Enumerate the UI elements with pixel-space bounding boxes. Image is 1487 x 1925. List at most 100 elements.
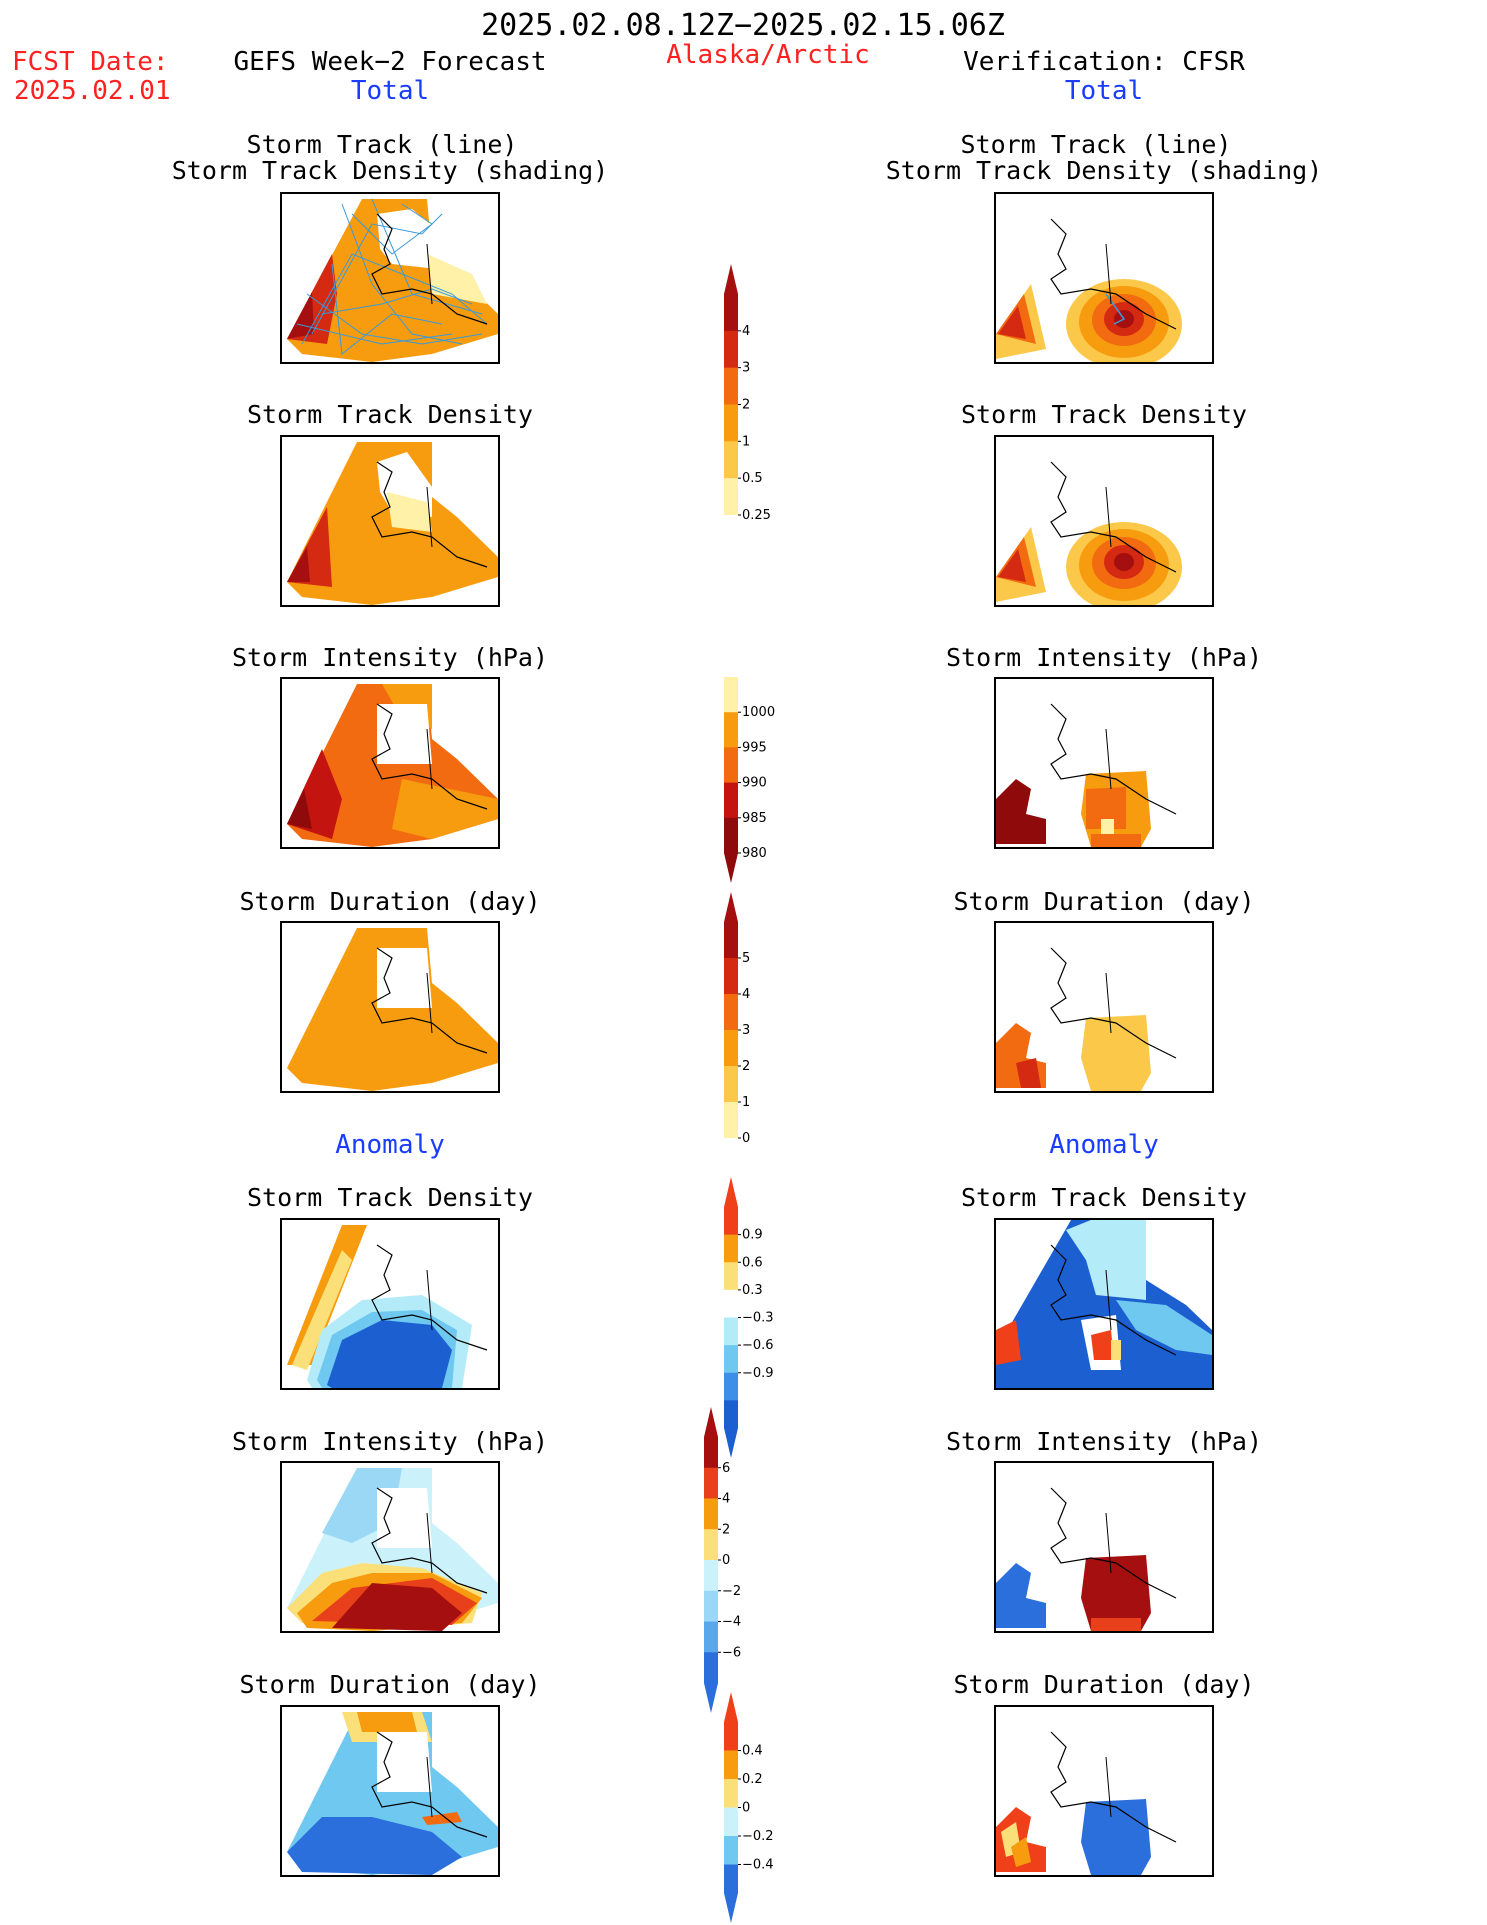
density-tick-label: 3 bbox=[742, 361, 750, 376]
density_anom-tick-label: 0.6 bbox=[742, 1255, 763, 1270]
density_anom-swatch bbox=[724, 1207, 738, 1236]
duration_anom-swatch bbox=[724, 1779, 738, 1808]
density_anom-tick-label: 0.9 bbox=[742, 1228, 763, 1243]
density-swatch bbox=[724, 478, 738, 516]
intensity-swatch bbox=[724, 677, 738, 713]
panel-title-intensity-right: Storm Intensity (hPa) bbox=[945, 643, 1263, 672]
intensity_anom-tick-label: 6 bbox=[722, 1461, 730, 1476]
density-swatch bbox=[724, 330, 738, 369]
intensity_anom-swatch bbox=[704, 1437, 718, 1469]
duration-tick-label: 0 bbox=[742, 1131, 750, 1146]
duration_anom-swatch bbox=[724, 1750, 738, 1780]
intensity_anom-swatch bbox=[704, 1652, 718, 1684]
intensity-tick-label: 995 bbox=[742, 740, 767, 755]
density_anom-top-cap bbox=[724, 1177, 738, 1207]
duration_anom-swatch bbox=[724, 1807, 738, 1837]
duration_anom-swatch bbox=[724, 1864, 738, 1894]
density_anom-tick-label: −0.3 bbox=[742, 1311, 774, 1326]
duration-swatch bbox=[724, 1102, 738, 1139]
density_anom-swatch bbox=[724, 1234, 738, 1263]
density-top-cap bbox=[724, 264, 738, 294]
intensity_anom-swatch bbox=[704, 1560, 718, 1592]
colorbar-density: 4 3 2 1 0.5 0.25 bbox=[724, 264, 771, 545]
duration_anom-top-cap bbox=[724, 1692, 738, 1722]
colorbar-duration-anomaly: 0.4 0.2 0 −0.2 −0.4 bbox=[724, 1692, 774, 1923]
colorbar-duration: 5 4 3 2 1 0 bbox=[724, 892, 750, 1168]
map-duration-anomaly-right bbox=[994, 1705, 1214, 1877]
panel-title-intensity-anom-left: Storm Intensity (hPa) bbox=[231, 1427, 549, 1456]
density_anom-swatch bbox=[724, 1289, 738, 1318]
map-density-anomaly-left bbox=[280, 1218, 500, 1390]
map-intensity-anomaly-left bbox=[280, 1461, 500, 1633]
anomaly-label-right: Anomaly bbox=[1049, 1130, 1159, 1160]
map-intensity-anomaly-right bbox=[994, 1461, 1214, 1633]
duration-swatch bbox=[724, 1066, 738, 1103]
intensity_anom-tick-label: 4 bbox=[722, 1492, 730, 1507]
panel-title-duration-anom-left: Storm Duration (day) bbox=[239, 1670, 541, 1699]
panel-title-track-shading-left: Storm Track Density (shading) bbox=[171, 156, 609, 185]
map-density-anomaly-right bbox=[994, 1218, 1214, 1390]
density-tick-label: 2 bbox=[742, 398, 750, 413]
duration_anom-swatch bbox=[724, 1836, 738, 1865]
duration-tick-label: 2 bbox=[742, 1059, 750, 1074]
panel-title-duration-right: Storm Duration (day) bbox=[953, 887, 1255, 916]
intensity-bottom-cap bbox=[724, 853, 738, 883]
duration-tick-label: 3 bbox=[742, 1023, 750, 1038]
duration-bottom-cap bbox=[724, 1138, 738, 1168]
intensity-swatch bbox=[724, 712, 738, 748]
intensity_anom-tick-label: −6 bbox=[722, 1645, 741, 1660]
map-intensity-right bbox=[994, 677, 1214, 849]
duration_anom-tick-label: 0.4 bbox=[742, 1744, 763, 1759]
panel-title-track-shading-right: Storm Track Density (shading) bbox=[885, 156, 1323, 185]
intensity-tick-label: 1000 bbox=[742, 705, 775, 720]
duration_anom-tick-label: −0.4 bbox=[742, 1858, 774, 1873]
panel-title-track-line-left: Storm Track (line) bbox=[246, 130, 518, 159]
density_anom-swatch bbox=[724, 1400, 738, 1429]
density-swatch bbox=[724, 441, 738, 479]
density-swatch bbox=[724, 367, 738, 405]
colorbar-intensity-anomaly: 6 4 2 0 −2 −4 −6 bbox=[704, 1407, 741, 1713]
intensity-swatch bbox=[724, 817, 738, 854]
intensity_anom-swatch bbox=[704, 1590, 718, 1622]
intensity-tick-label: 985 bbox=[742, 811, 767, 826]
intensity_anom-tick-label: −4 bbox=[722, 1615, 741, 1630]
duration-tick-label: 1 bbox=[742, 1095, 750, 1110]
intensity_anom-top-cap bbox=[704, 1407, 718, 1437]
intensity_anom-swatch bbox=[704, 1467, 718, 1499]
intensity-swatch bbox=[724, 747, 738, 784]
map-track-density-left bbox=[280, 435, 500, 607]
total-label-right: Total bbox=[1064, 76, 1144, 106]
intensity-tick-label: 980 bbox=[742, 846, 767, 861]
anomaly-label-left: Anomaly bbox=[335, 1130, 445, 1160]
right-column-title: Verification: CFSR bbox=[963, 47, 1245, 77]
intensity-tick-label: 990 bbox=[742, 776, 767, 791]
map-track-density-right bbox=[994, 435, 1214, 607]
intensity_anom-bottom-cap bbox=[704, 1683, 718, 1713]
duration-top-cap bbox=[724, 892, 738, 922]
density_anom-swatch bbox=[724, 1317, 738, 1346]
density-tick-label: 1 bbox=[742, 434, 750, 449]
density_anom-swatch bbox=[724, 1372, 738, 1401]
density_anom-swatch bbox=[724, 1262, 738, 1291]
panel-title-density-anom-right: Storm Track Density bbox=[961, 1183, 1247, 1212]
duration-tick-label: 4 bbox=[742, 987, 750, 1002]
total-label-left: Total bbox=[350, 76, 430, 106]
density-tick-label: 0.25 bbox=[742, 508, 771, 523]
intensity_anom-swatch bbox=[704, 1498, 718, 1530]
duration_anom-bottom-cap bbox=[724, 1893, 738, 1923]
duration-tick-label: 5 bbox=[742, 951, 750, 966]
intensity_anom-tick-label: 0 bbox=[722, 1553, 730, 1568]
map-track-density-forecast bbox=[280, 192, 500, 364]
map-track-density-cfsr bbox=[994, 192, 1214, 364]
colorbar-intensity: 1000 995 990 985 980 bbox=[724, 647, 775, 883]
density-swatch bbox=[724, 294, 738, 332]
intensity-swatch bbox=[724, 782, 738, 819]
density-tick-label: 0.5 bbox=[742, 471, 763, 486]
duration_anom-swatch bbox=[724, 1722, 738, 1751]
intensity_anom-tick-label: −2 bbox=[722, 1584, 741, 1599]
density_anom-swatch bbox=[724, 1345, 738, 1374]
density-tick-label: 4 bbox=[742, 324, 750, 339]
density-swatch bbox=[724, 404, 738, 442]
panel-title-duration-anom-right: Storm Duration (day) bbox=[953, 1670, 1255, 1699]
density_anom-tick-label: −0.6 bbox=[742, 1338, 774, 1353]
